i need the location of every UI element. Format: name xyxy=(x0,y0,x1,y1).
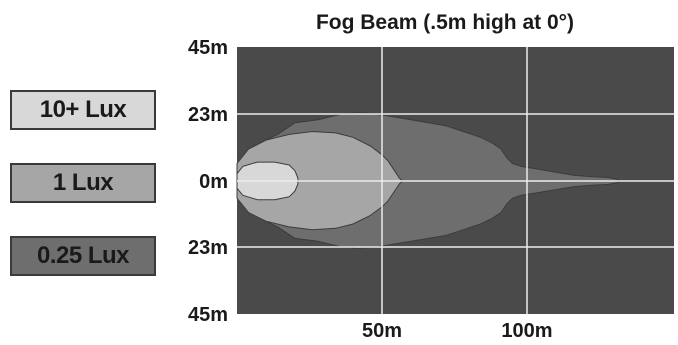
legend-label: 1 Lux xyxy=(52,169,114,196)
legend-item-025-lux: 0.25 Lux xyxy=(10,236,156,276)
legend-item-10plus-lux: 10+ Lux xyxy=(10,90,156,130)
chart-title: Fog Beam (.5m high at 0°) xyxy=(316,11,574,34)
y-tick-label: 45m xyxy=(188,304,228,326)
y-tick-label: 45m xyxy=(188,37,228,59)
x-axis-tick-labels: 50m 100m xyxy=(362,320,553,342)
legend-label: 0.25 Lux xyxy=(36,242,130,269)
grid-lines xyxy=(237,47,674,314)
y-axis-tick-labels: 45m 23m 0m 23m 45m xyxy=(188,37,228,326)
x-tick-label: 50m xyxy=(362,320,402,342)
x-tick-label: 100m xyxy=(501,320,552,342)
y-tick-label: 23m xyxy=(188,104,228,126)
y-tick-label: 23m xyxy=(188,237,228,259)
y-tick-label: 0m xyxy=(199,171,228,193)
legend-label: 10+ Lux xyxy=(39,96,127,123)
legend-item-1-lux: 1 Lux xyxy=(10,163,156,203)
